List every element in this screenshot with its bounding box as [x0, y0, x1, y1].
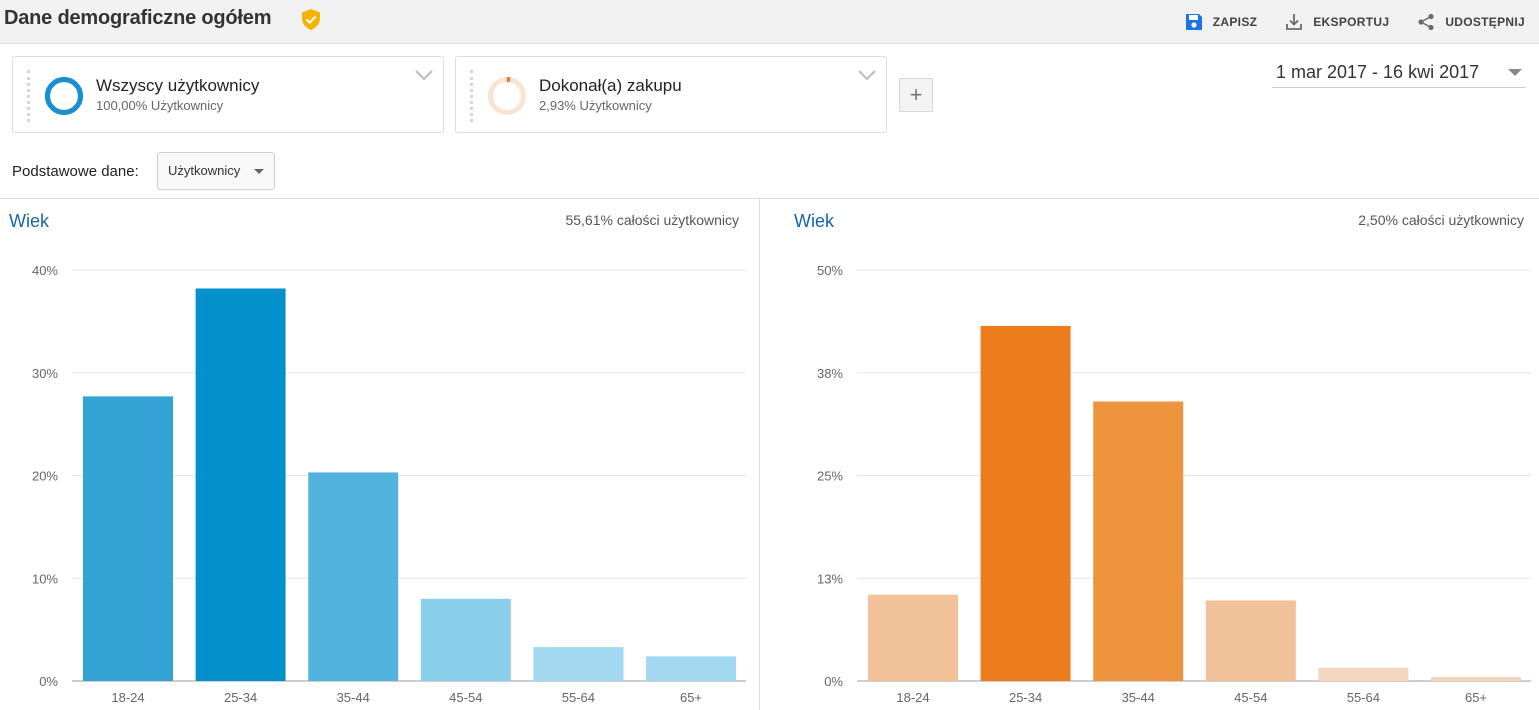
x-tick-label: 45-54 — [449, 690, 482, 705]
y-tick-label: 10% — [32, 571, 58, 586]
drag-handle-icon[interactable] — [27, 70, 30, 122]
bar-35-44[interactable] — [1093, 401, 1184, 681]
metric-selected-value: Użytkownicy — [168, 163, 241, 178]
header-actions: ZAPISZ EKSPORTUJ UDOSTĘPNIJ — [1157, 0, 1539, 44]
drag-handle-icon[interactable] — [470, 70, 473, 122]
segment-card-all-users[interactable]: Wszyscy użytkownicy 100,00% Użytkownicy — [12, 56, 444, 133]
share-button[interactable]: UDOSTĘPNIJ — [1417, 13, 1525, 31]
add-segment-button[interactable]: + — [899, 78, 933, 112]
x-tick-label: 65+ — [1465, 690, 1487, 705]
y-tick-label: 50% — [817, 263, 843, 278]
x-tick-label: 18-24 — [111, 690, 144, 705]
share-icon — [1418, 13, 1434, 31]
caret-down-icon — [1508, 69, 1522, 76]
section-divider — [0, 198, 1539, 199]
date-range-text: 1 mar 2017 - 16 kwi 2017 — [1276, 62, 1480, 82]
save-button[interactable]: ZAPISZ — [1185, 13, 1257, 31]
bar-65+[interactable] — [646, 656, 736, 681]
panel-divider — [759, 198, 760, 710]
y-tick-label: 25% — [817, 469, 843, 484]
y-tick-label: 20% — [32, 469, 58, 484]
age-chart-purchasers: 0% 13% 25% 38% 50% 18-24 25-34 35-44 45-54 55-64 6… — [817, 263, 1531, 705]
x-tick-label: 55-64 — [1347, 690, 1380, 705]
segment-name: Dokonał(a) zakupu — [539, 76, 682, 95]
date-range-picker[interactable]: 1 mar 2017 - 16 kwi 2017 — [1272, 62, 1526, 88]
segment-name: Wszyscy użytkownicy — [96, 76, 260, 95]
panel-share: 55,61% całości użytkownicy — [565, 212, 739, 228]
bar-18-24[interactable] — [868, 594, 958, 681]
export-label: EKSPORTUJ — [1313, 15, 1390, 29]
panel-title-age[interactable]: Wiek — [794, 211, 834, 231]
segment-card-purchasers[interactable]: Dokonał(a) zakupu 2,93% Użytkownicy — [455, 56, 887, 133]
x-tick-label: 25-34 — [1009, 690, 1042, 705]
x-tick-label: 35-44 — [1122, 690, 1155, 705]
bar-55-64[interactable] — [533, 647, 624, 681]
metric-label: Podstawowe dane: — [12, 163, 139, 180]
save-icon — [1185, 14, 1202, 30]
y-tick-label: 40% — [32, 263, 58, 278]
x-tick-label: 25-34 — [224, 690, 257, 705]
bar-45-54[interactable] — [1205, 600, 1296, 681]
metric-dropdown[interactable]: Użytkownicy — [157, 152, 275, 190]
y-tick-label: 30% — [32, 366, 58, 381]
segment-donut-icon — [45, 77, 83, 115]
y-tick-label: 0% — [824, 674, 843, 689]
bar-25-34[interactable] — [195, 288, 286, 681]
x-tick-label: 55-64 — [562, 690, 595, 705]
share-label: UDOSTĘPNIJ — [1445, 15, 1525, 29]
x-tick-label: 18-24 — [896, 690, 929, 705]
panel-title-age[interactable]: Wiek — [9, 211, 49, 231]
y-tick-label: 38% — [817, 366, 843, 381]
chevron-down-icon[interactable] — [415, 69, 433, 81]
report-header: Dane demograficzne ogółem ZAPISZ EKSPORT… — [0, 0, 1539, 44]
page-title: Dane demograficzne ogółem — [4, 7, 272, 29]
panel-share: 2,50% całości użytkownicy — [1358, 212, 1524, 228]
x-tick-label: 65+ — [680, 690, 702, 705]
y-tick-label: 0% — [39, 674, 58, 689]
x-tick-label: 35-44 — [337, 690, 370, 705]
bar-45-54[interactable] — [420, 598, 511, 681]
segment-subtitle: 2,93% Użytkownicy — [539, 98, 652, 113]
bar-55-64[interactable] — [1318, 667, 1409, 681]
age-chart-all-users: 0% 10% 20% 30% 40% 18-24 25-34 35-44 45-54 55-64 6… — [32, 263, 746, 705]
caret-down-icon — [254, 169, 264, 174]
bar-25-34[interactable] — [980, 325, 1071, 681]
bar-18-24[interactable] — [83, 396, 173, 681]
x-tick-label: 45-54 — [1234, 690, 1267, 705]
export-button[interactable]: EKSPORTUJ — [1285, 13, 1389, 31]
y-tick-label: 13% — [817, 571, 843, 586]
chevron-down-icon[interactable] — [858, 69, 876, 81]
segment-subtitle: 100,00% Użytkownicy — [96, 98, 224, 113]
download-icon — [1286, 14, 1303, 30]
save-label: ZAPISZ — [1212, 15, 1258, 29]
segment-donut-icon — [488, 77, 526, 115]
bar-65+[interactable] — [1431, 676, 1521, 681]
shield-check-icon — [302, 9, 320, 30]
bar-35-44[interactable] — [308, 472, 399, 681]
